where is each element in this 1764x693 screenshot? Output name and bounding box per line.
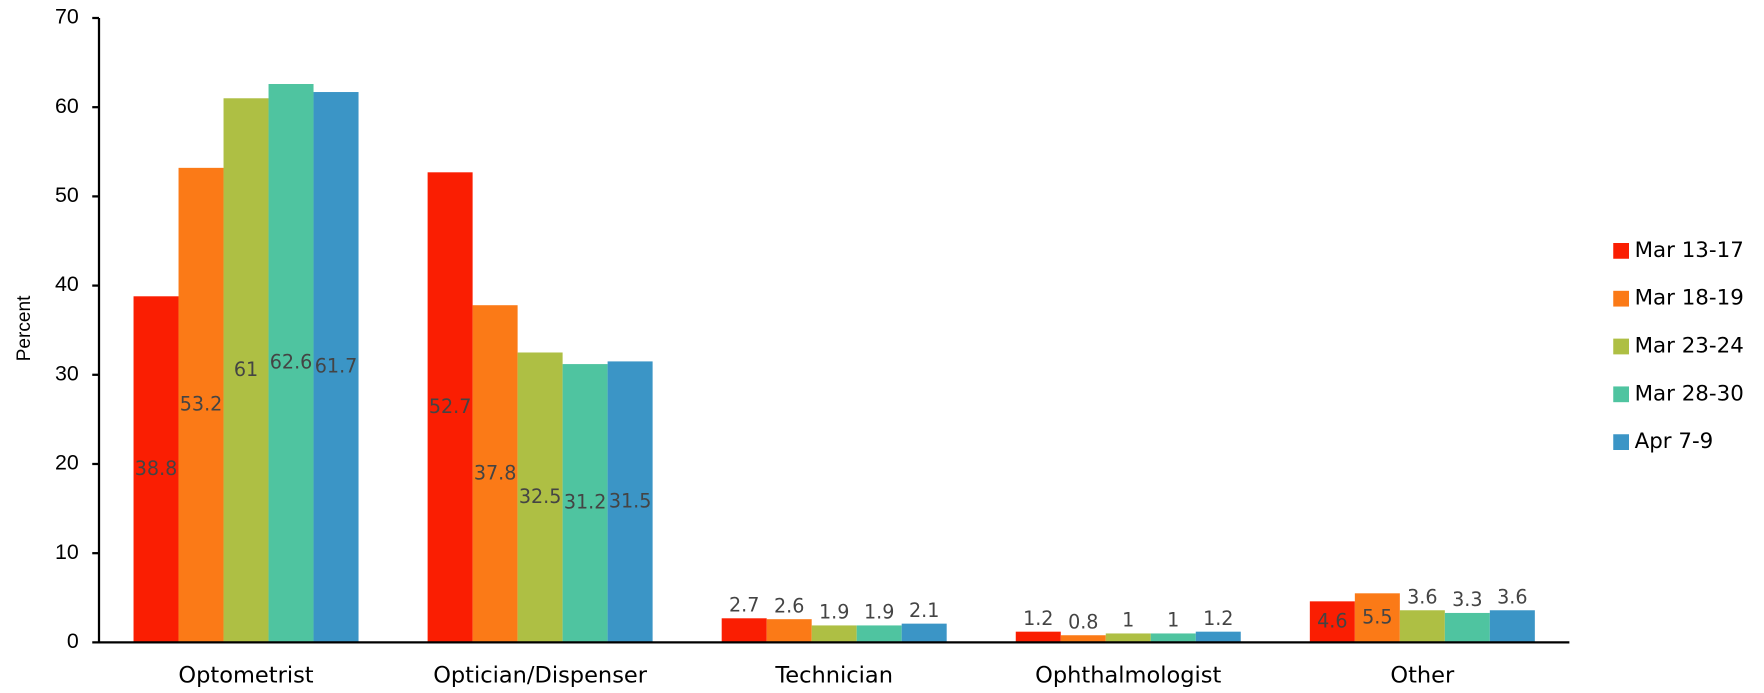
bar bbox=[1489, 610, 1535, 643]
x-tick-label: Other bbox=[1390, 663, 1455, 689]
bar bbox=[721, 618, 767, 643]
data-label: 2.6 bbox=[774, 594, 804, 617]
y-tick-label: 30 bbox=[55, 361, 79, 385]
bar bbox=[1195, 631, 1241, 643]
data-label: 1.2 bbox=[1203, 607, 1233, 630]
legend-label: Mar 28-30 bbox=[1635, 381, 1744, 406]
x-tick-label: Optometrist bbox=[178, 663, 313, 689]
data-label: 1.2 bbox=[1023, 607, 1053, 630]
legend-label: Apr 7-9 bbox=[1635, 429, 1714, 454]
bar bbox=[1354, 593, 1400, 643]
x-tick-label: Optician/Dispenser bbox=[433, 663, 648, 689]
y-tick-label: 0 bbox=[67, 629, 79, 653]
y-axis-label: Percent bbox=[14, 295, 35, 362]
data-label: 1 bbox=[1122, 609, 1134, 632]
bar bbox=[427, 172, 473, 643]
legend-swatch bbox=[1613, 290, 1629, 307]
bar bbox=[901, 623, 947, 643]
legend-swatch bbox=[1613, 386, 1629, 403]
data-label: 61 bbox=[234, 358, 258, 381]
bar bbox=[562, 364, 608, 643]
data-label: 1.9 bbox=[864, 601, 894, 624]
y-tick-label: 50 bbox=[55, 183, 79, 207]
bar bbox=[856, 625, 902, 643]
bar bbox=[1444, 612, 1490, 643]
bar bbox=[1015, 631, 1061, 643]
bar bbox=[268, 84, 314, 643]
data-label: 1.9 bbox=[819, 601, 849, 624]
y-tick-label: 60 bbox=[55, 94, 79, 118]
bar bbox=[1105, 633, 1151, 643]
x-tick-label: Technician bbox=[774, 663, 893, 689]
data-label: 61.7 bbox=[315, 355, 358, 378]
data-label: 62.6 bbox=[270, 351, 313, 374]
bar bbox=[223, 98, 269, 643]
x-tick-label: Ophthalmologist bbox=[1035, 663, 1221, 689]
data-label: 1 bbox=[1167, 609, 1179, 632]
data-label: 38.8 bbox=[135, 457, 178, 480]
legend-label: Mar 23-24 bbox=[1635, 334, 1744, 359]
bar bbox=[1399, 610, 1445, 643]
legend-label: Mar 13-17 bbox=[1635, 238, 1744, 263]
data-label: 31.2 bbox=[564, 491, 607, 514]
bar bbox=[766, 619, 812, 643]
bar bbox=[607, 361, 653, 643]
data-label: 3.6 bbox=[1497, 585, 1527, 608]
data-label: 37.8 bbox=[474, 461, 517, 484]
data-label: 52.7 bbox=[429, 395, 472, 418]
data-label: 0.8 bbox=[1068, 610, 1098, 633]
y-tick-label: 70 bbox=[55, 5, 79, 29]
data-label: 31.5 bbox=[609, 489, 652, 512]
bar bbox=[178, 167, 224, 643]
data-label: 3.3 bbox=[1452, 588, 1482, 611]
bar bbox=[1309, 601, 1355, 643]
y-tick-label: 10 bbox=[55, 540, 79, 564]
bar bbox=[1150, 633, 1196, 643]
bar bbox=[133, 296, 179, 643]
y-tick-label: 40 bbox=[55, 272, 79, 296]
legend-swatch bbox=[1613, 243, 1629, 259]
data-label: 2.7 bbox=[729, 593, 759, 616]
data-label: 5.5 bbox=[1362, 605, 1392, 628]
bar bbox=[472, 305, 518, 643]
data-label: 4.6 bbox=[1317, 609, 1347, 632]
data-label: 3.6 bbox=[1407, 585, 1437, 608]
bar bbox=[313, 92, 359, 643]
data-label: 32.5 bbox=[519, 485, 562, 508]
data-label: 53.2 bbox=[180, 393, 223, 416]
legend-swatch bbox=[1613, 338, 1629, 355]
bar bbox=[517, 352, 563, 643]
bar bbox=[1060, 635, 1106, 643]
legend-swatch bbox=[1613, 434, 1629, 450]
data-label: 2.1 bbox=[909, 599, 939, 622]
bar bbox=[811, 625, 857, 643]
y-tick-label: 20 bbox=[55, 451, 79, 475]
legend-label: Mar 18-19 bbox=[1635, 286, 1744, 311]
